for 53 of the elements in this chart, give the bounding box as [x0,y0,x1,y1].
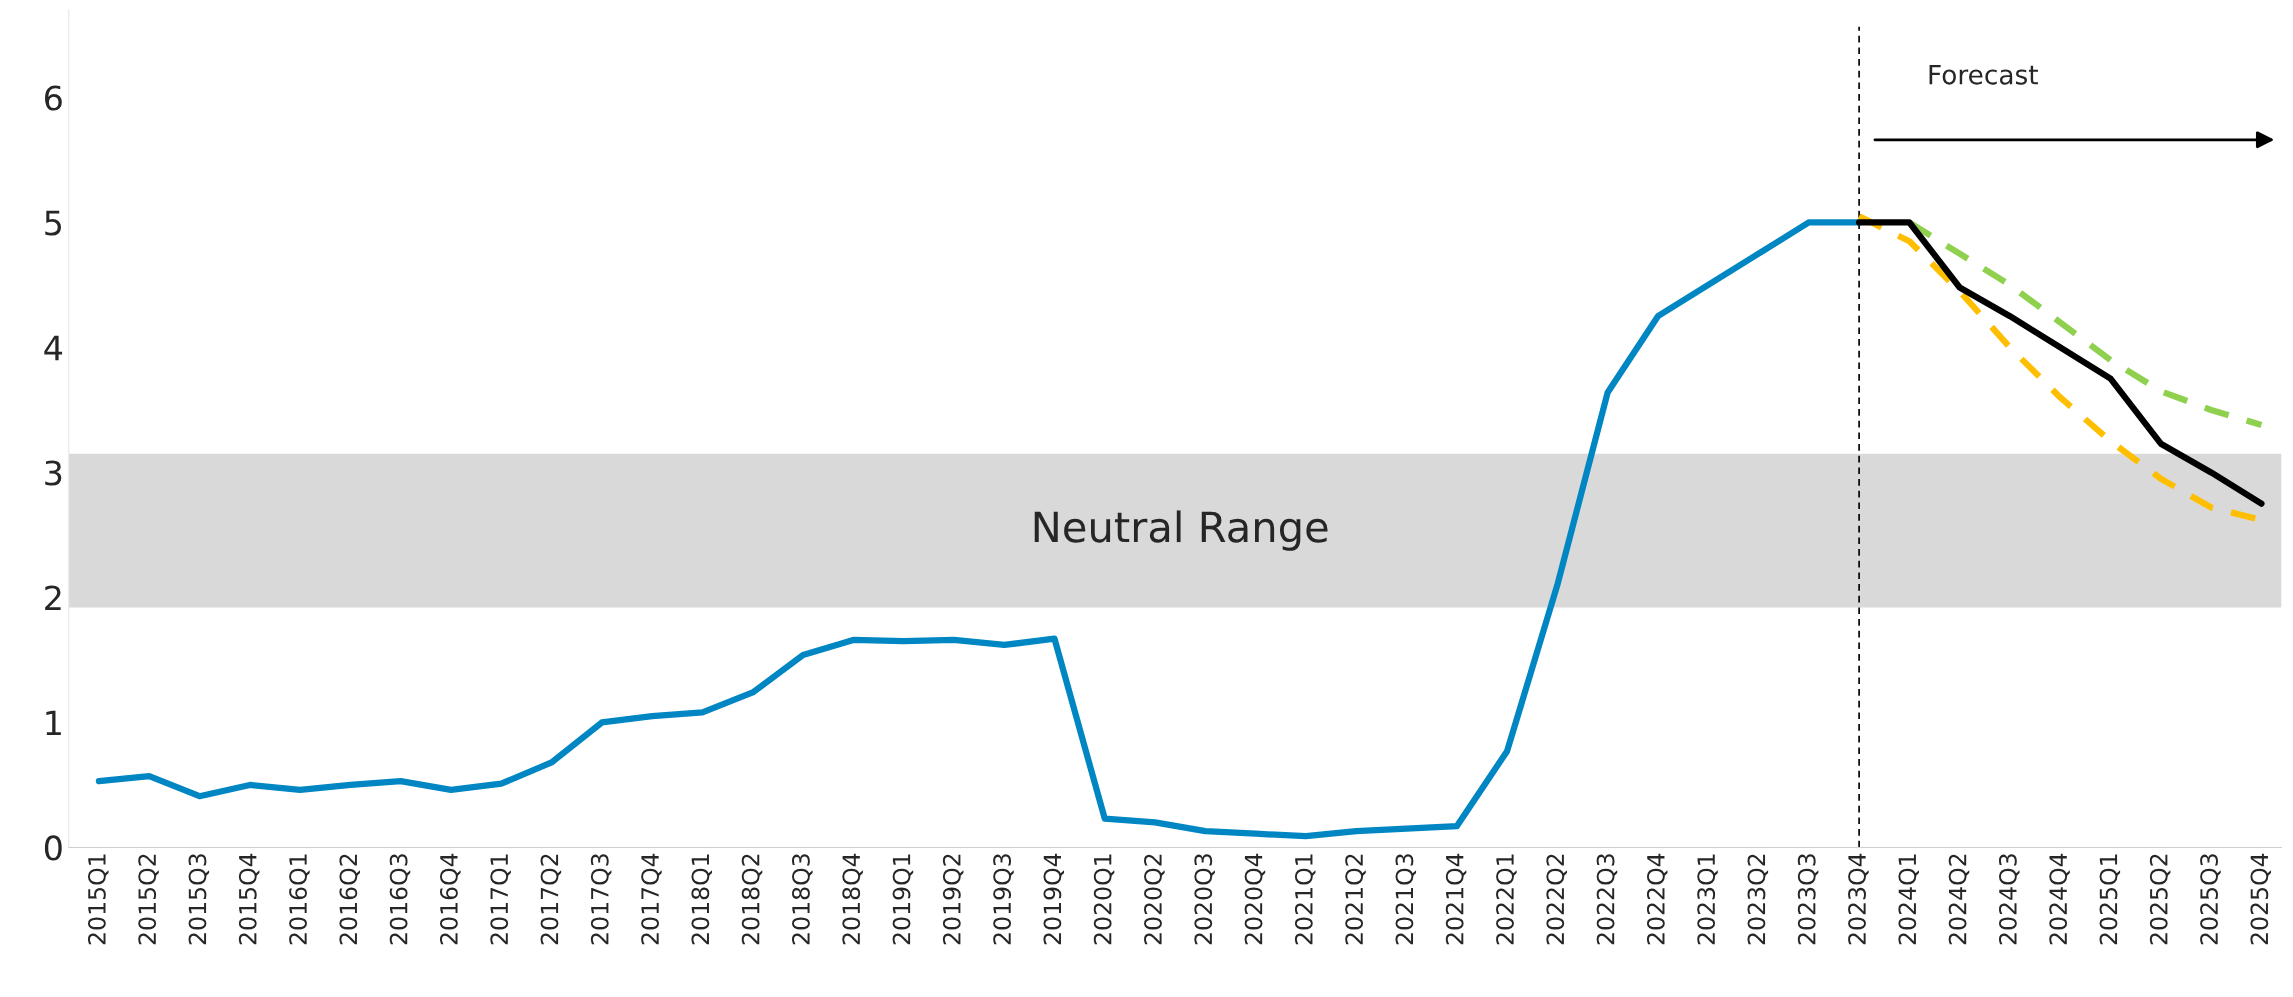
y-tick-label: 1 [46,710,61,736]
x-tick-label: 2022Q2 [1546,854,1567,945]
x-tick-label: 2018Q3 [792,854,813,945]
x-tick-label: 2023Q2 [1747,854,1769,945]
x-tick-label: 2021Q4 [1445,853,1467,945]
x-tick-label: 2023Q4 [1848,853,1869,945]
x-tick-label: 2019Q4 [1043,853,1065,945]
x-tick-label: 2016Q1 [289,854,310,945]
x-tick-label: 2016Q4 [439,853,461,945]
x-tick-label: 2025Q3 [2200,854,2221,945]
x-tick-label: 2024Q1 [1898,854,1919,945]
y-tick-label: 0 [44,835,62,861]
x-tick-label: 2018Q4 [842,853,863,945]
annotation: Forecast [1929,65,2038,85]
x-tick-label: 2019Q3 [993,854,1014,945]
x-tick-label: 2022Q3 [1596,854,1618,945]
x-tick-label: 2021Q2 [1345,854,1366,945]
x-tick-label: 2020Q3 [1194,854,1215,945]
y-tick-label: 2 [45,585,61,611]
x-tick-label: 2017Q1 [490,854,511,945]
x-tick-label: 2024Q2 [1948,854,1970,945]
y-tick-label: 4 [44,335,63,361]
x-tick-label: 2025Q1 [2099,854,2121,945]
x-tick-label: 2018Q1 [691,854,712,945]
x-tick-label: 2020Q1 [1093,854,1115,945]
x-tick-label: 2023Q3 [1797,854,1819,945]
band-label: Neutral Range [1034,510,1328,551]
x-tick-label: 2017Q3 [590,854,612,945]
x-tick-label: 2017Q4 [641,853,662,945]
x-tick-label: 2016Q2 [339,854,360,945]
x-tick-label: 2015Q1 [87,854,109,945]
x-tick-label: 2019Q1 [892,854,914,945]
x-tick-label: 2022Q4 [1646,853,1668,945]
x-tick-label: 2025Q2 [2149,854,2171,945]
x-tick-label: 2021Q3 [1395,854,1417,945]
x-tick-label: 2020Q4 [1244,853,1266,945]
x-tick-label: 2017Q2 [540,854,562,945]
x-tick-label: 2024Q3 [1998,854,2020,945]
y-tick-label: 6 [45,85,62,111]
x-tick-label: 2016Q3 [389,854,411,945]
y-tick-label: 5 [45,210,62,236]
x-tick-label: 2015Q3 [188,854,210,945]
x-tick-label: 2022Q1 [1496,854,1517,945]
y-tick-label: 3 [45,460,62,486]
x-tick-label: 2020Q2 [1144,854,1165,945]
x-tick-label: 2019Q2 [942,854,964,945]
x-tick-label: 2015Q2 [138,854,159,945]
x-tick-label: 2024Q4 [2049,853,2070,945]
x-tick-label: 2023Q1 [1697,854,1718,945]
x-tick-label: 2021Q1 [1294,854,1316,945]
x-tick-label: 2025Q4 [2250,853,2271,945]
x-tick-label: 2015Q4 [238,853,260,945]
x-tick-label: 2018Q2 [741,854,763,945]
